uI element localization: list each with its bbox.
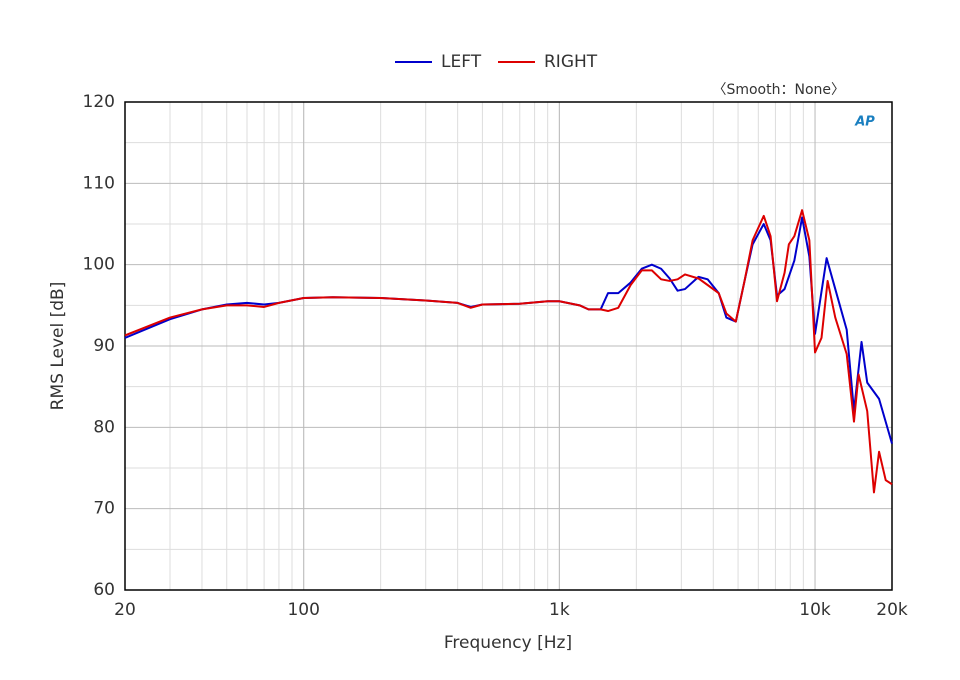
y-axis-label: RMS Level [dB]: [48, 282, 68, 411]
y-tick-label: 110: [83, 173, 115, 193]
y-tick-label: 70: [93, 499, 115, 519]
annotation: 〈Smooth：None〉: [712, 82, 845, 98]
legend-label: RIGHT: [544, 52, 598, 72]
logo: AP: [854, 115, 875, 130]
legend-label: LEFT: [441, 52, 482, 72]
y-tick-label: 100: [83, 255, 115, 275]
series-line: [124, 216, 893, 444]
y-tick-label: 90: [93, 336, 115, 356]
y-tick-label: 80: [93, 417, 115, 437]
x-tick-label: 10k: [799, 600, 831, 620]
series-line: [124, 209, 893, 494]
x-tick-label: 20k: [876, 600, 908, 620]
y-tick-label: 120: [83, 92, 115, 112]
x-tick-label: 1k: [549, 600, 570, 620]
x-tick-label: 20: [114, 600, 136, 620]
y-tick-label: 60: [93, 580, 115, 600]
x-axis-label: Frequency [Hz]: [444, 633, 572, 653]
x-tick-label: 100: [287, 600, 319, 620]
plot-frame: [124, 101, 893, 591]
